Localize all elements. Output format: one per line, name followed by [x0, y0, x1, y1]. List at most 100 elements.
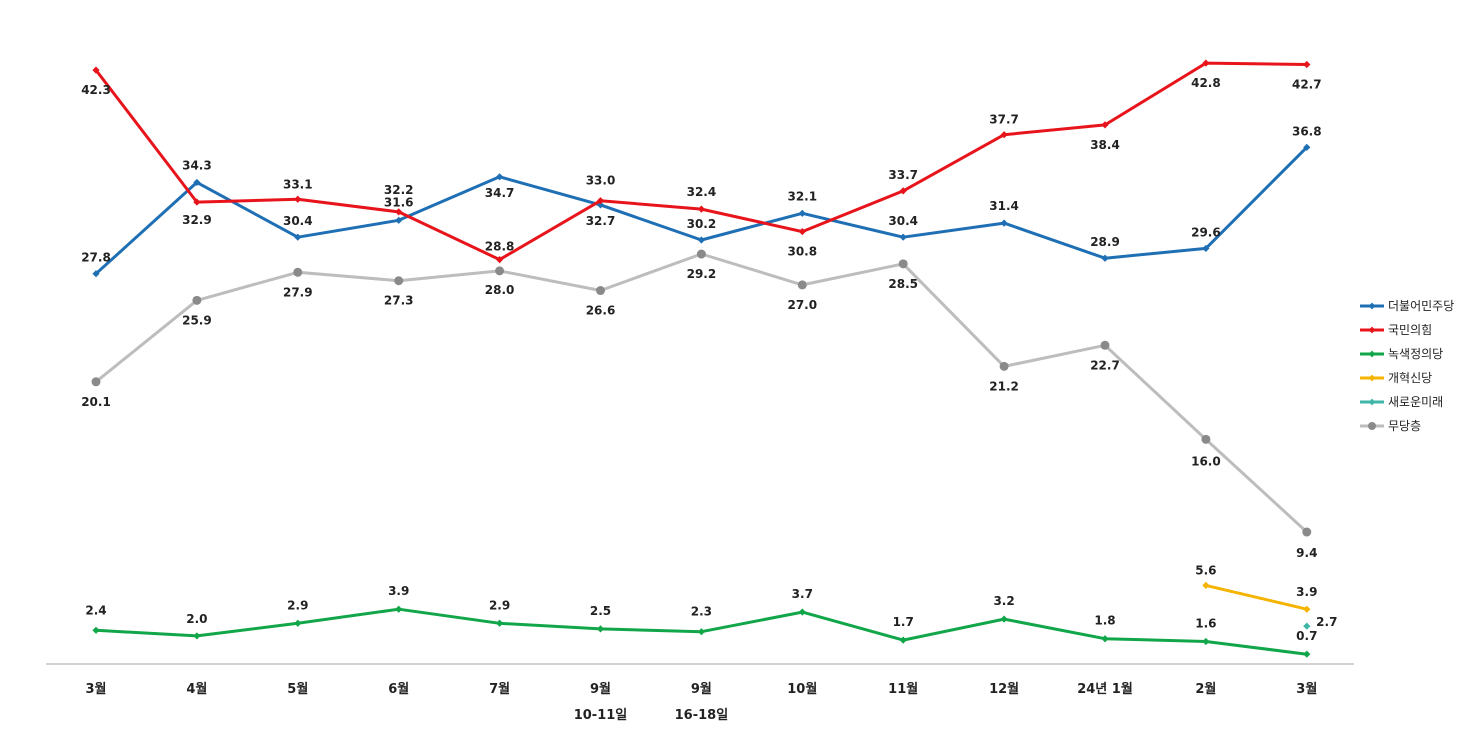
data-point-s2-6: [697, 628, 705, 636]
data-label-s5-2: 27.9: [283, 285, 313, 299]
data-label-layer: 27.8 34.3 30.4 31.6 34.7 32.7 30.2 32.1 30.4 31.4…: [81, 76, 1337, 643]
data-point-s1-0: [92, 66, 100, 74]
data-label-s2-10: 1.8: [1094, 614, 1115, 628]
data-point-s1-8: [899, 187, 907, 195]
x-tick-sublabel-6: 16-18일: [675, 708, 729, 723]
data-point-s1-6: [697, 205, 705, 213]
data-label-s1-5: 33.0: [586, 174, 616, 188]
data-label-s0-5: 32.7: [586, 214, 616, 228]
data-label-s2-7: 3.7: [792, 587, 813, 601]
data-label-s0-12: 36.8: [1292, 124, 1322, 138]
data-point-s0-4: [496, 173, 504, 181]
data-label-s0-0: 27.8: [81, 251, 111, 265]
data-point-s2-10: [1101, 635, 1109, 643]
data-label-s1-12: 42.7: [1292, 77, 1322, 91]
data-point-s1-12: [1303, 60, 1311, 69]
data-point-s5-0: [91, 377, 101, 387]
series-line-s5: [95, 252, 1308, 534]
data-point-s3-12: [1303, 605, 1311, 613]
legend-label-s4: 새로운미래: [1388, 395, 1443, 409]
x-tick-label-4: 7월: [489, 681, 510, 697]
data-label-s0-3: 31.6: [384, 195, 414, 209]
series-layer: [91, 59, 1312, 658]
data-label-s2-3: 3.9: [388, 584, 409, 598]
data-point-s5-9: [999, 361, 1009, 371]
data-point-s2-8: [899, 636, 907, 644]
data-label-s0-11: 29.6: [1191, 225, 1221, 239]
data-label-s1-0: 42.3: [81, 83, 111, 97]
data-label-s2-2: 2.9: [287, 598, 308, 612]
data-label-s1-1: 32.9: [182, 213, 212, 227]
data-label-s2-8: 1.7: [893, 615, 914, 629]
data-point-s2-9: [1000, 615, 1008, 623]
data-label-s1-9: 37.7: [989, 113, 1019, 127]
data-point-s2-11: [1202, 637, 1210, 646]
data-point-s5-5: [596, 286, 605, 296]
data-label-s5-10: 22.7: [1090, 358, 1120, 372]
x-tick-sublabel-5: 10-11일: [574, 708, 628, 723]
legend-marker-s2: [1368, 350, 1376, 358]
series-line-s3: [1205, 583, 1308, 611]
legend-label-s1: 국민의힘: [1388, 323, 1432, 337]
legend-marker-s4: [1368, 398, 1376, 406]
x-tick-label-7: 10월: [787, 681, 817, 697]
x-tick-label-3: 6월: [388, 681, 409, 697]
x-tick-label-8: 11월: [888, 681, 918, 697]
data-label-s1-4: 28.8: [485, 240, 515, 254]
data-point-s4-12: [1303, 622, 1311, 630]
data-point-s0-6: [697, 236, 705, 244]
legend-marker-s3: [1368, 374, 1376, 382]
data-label-s0-2: 30.4: [283, 214, 313, 228]
data-point-s1-2: [294, 195, 302, 203]
data-point-s5-12: [1302, 527, 1312, 537]
data-point-s0-1: [193, 178, 201, 187]
x-tick-label-2: 5월: [287, 681, 308, 697]
legend-label-s3: 개혁신당: [1388, 371, 1432, 385]
data-label-s0-10: 28.9: [1090, 235, 1120, 249]
data-label-s5-1: 25.9: [182, 313, 212, 327]
data-label-s1-8: 33.7: [888, 168, 918, 182]
data-label-s0-4: 34.7: [485, 186, 515, 200]
data-label-s1-11: 42.8: [1191, 76, 1221, 90]
x-tick-label-6: 9월: [691, 681, 712, 697]
data-point-s1-7: [798, 227, 806, 236]
data-label-s3-12: 3.9: [1296, 585, 1317, 599]
data-label-s5-12: 9.4: [1296, 546, 1317, 560]
data-point-s2-12: [1303, 650, 1311, 658]
data-label-s2-1: 2.0: [186, 612, 207, 626]
x-tick-label-1: 4월: [186, 681, 207, 697]
data-point-s0-2: [294, 233, 302, 241]
data-point-s0-3: [395, 216, 403, 224]
data-point-s5-11: [1201, 434, 1211, 444]
data-point-s1-9: [1000, 131, 1008, 139]
data-label-s5-7: 27.0: [787, 298, 817, 312]
data-label-s1-7: 30.8: [787, 245, 817, 259]
x-tick-label-10: 24년 1월: [1077, 681, 1133, 697]
data-label-s0-6: 30.2: [687, 217, 717, 231]
data-point-s0-10: [1101, 254, 1109, 262]
data-point-s5-2: [293, 267, 303, 277]
data-label-s2-9: 3.2: [993, 594, 1014, 608]
data-point-s5-6: [696, 249, 706, 259]
legend-marker-s1: [1368, 326, 1376, 334]
data-point-s0-12: [1303, 143, 1311, 151]
data-label-s2-12: 0.7: [1296, 629, 1317, 643]
data-label-s3-11: 5.6: [1195, 563, 1216, 577]
data-point-s1-1: [193, 198, 201, 206]
data-point-s1-11: [1202, 59, 1210, 67]
data-label-s5-11: 16.0: [1191, 454, 1221, 468]
x-tick-label-0: 3월: [85, 681, 106, 697]
data-label-s0-1: 34.3: [182, 158, 212, 172]
data-label-s5-4: 28.0: [485, 283, 515, 297]
data-label-s0-8: 30.4: [888, 214, 918, 228]
data-label-s1-3: 32.2: [384, 183, 414, 197]
x-tick-label-9: 12월: [989, 681, 1019, 697]
data-point-s1-10: [1101, 121, 1109, 129]
data-point-s0-9: [1000, 219, 1008, 227]
data-point-s2-7: [798, 608, 806, 616]
x-tick-label-11: 2월: [1195, 681, 1216, 697]
legend-label-s0: 더불어민주당: [1388, 299, 1454, 313]
legend-marker-s5: [1368, 422, 1376, 430]
data-point-s2-2: [294, 619, 302, 627]
